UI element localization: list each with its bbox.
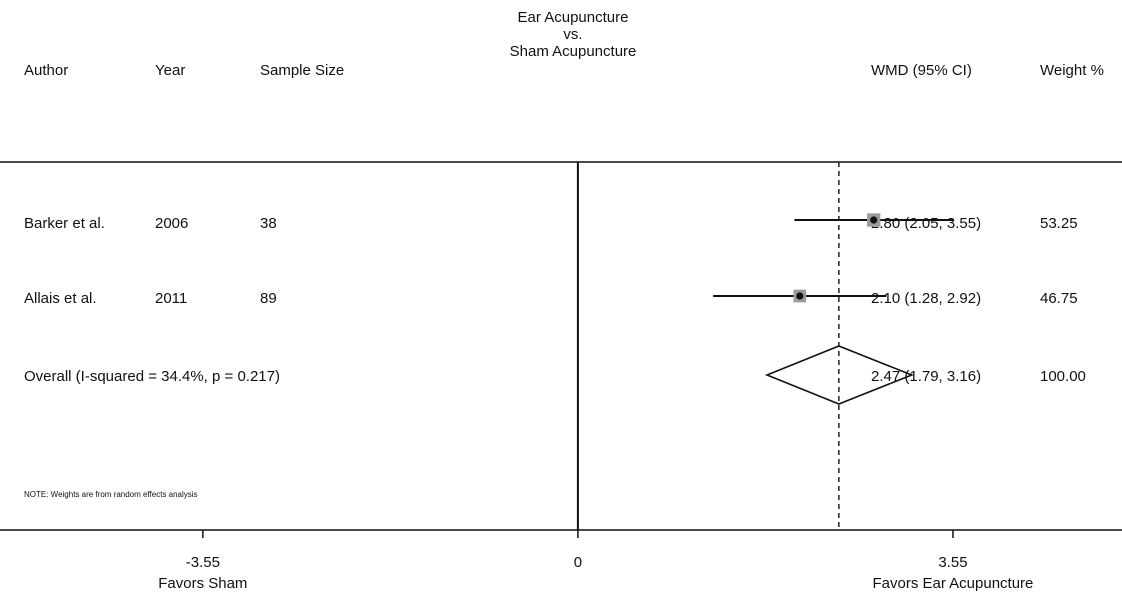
overall-diamond — [764, 345, 914, 405]
title-line-1: Ear Acupuncture — [518, 9, 629, 26]
study-2-year: 2011 — [155, 290, 187, 307]
title-line-3: Sham Acupuncture — [510, 43, 637, 60]
study-2-sample-size: 89 — [260, 290, 277, 307]
overall-weight: 100.00 — [1040, 368, 1086, 385]
weights-note: NOTE: Weights are from random effects an… — [24, 490, 198, 499]
study-1-point-estimate — [870, 216, 878, 224]
study-1-year: 2006 — [155, 215, 188, 232]
overall-label: Overall (I-squared = 34.4%, p = 0.217) — [24, 368, 280, 385]
favors-right-label: Favors Ear Acupuncture — [872, 575, 1033, 592]
plot-marks: -3.55 0 3.55 — [186, 162, 968, 571]
column-header-weight: Weight % — [1040, 62, 1104, 79]
column-header-author: Author — [24, 62, 68, 79]
column-header-year: Year — [155, 62, 185, 79]
title-line-2: vs. — [563, 26, 582, 43]
study-1-ci-text: 2.80 (2.05, 3.55) — [871, 215, 981, 232]
x-tick-label-2: 0 — [574, 554, 582, 571]
study-2-weight: 46.75 — [1040, 290, 1078, 307]
column-header-effect: WMD (95% CI) — [871, 62, 972, 79]
study-1-sample-size: 38 — [260, 215, 277, 232]
overall-ci-text: 2.47 (1.79, 3.16) — [871, 368, 981, 385]
study-1-weight: 53.25 — [1040, 215, 1078, 232]
x-tick-label-3: 3.55 — [938, 554, 967, 571]
favors-left-label: Favors Sham — [158, 575, 247, 592]
chart-title: Ear Acupuncture vs. Sham Acupuncture — [510, 9, 637, 60]
study-2-point-estimate — [796, 292, 804, 300]
study-2-ci-text: 2.10 (1.28, 2.92) — [871, 290, 981, 307]
study-2-author: Allais et al. — [24, 290, 97, 307]
study-1-author: Barker et al. — [24, 215, 105, 232]
column-header-sample-size: Sample Size — [260, 62, 344, 79]
x-tick-label-1: -3.55 — [186, 554, 220, 571]
